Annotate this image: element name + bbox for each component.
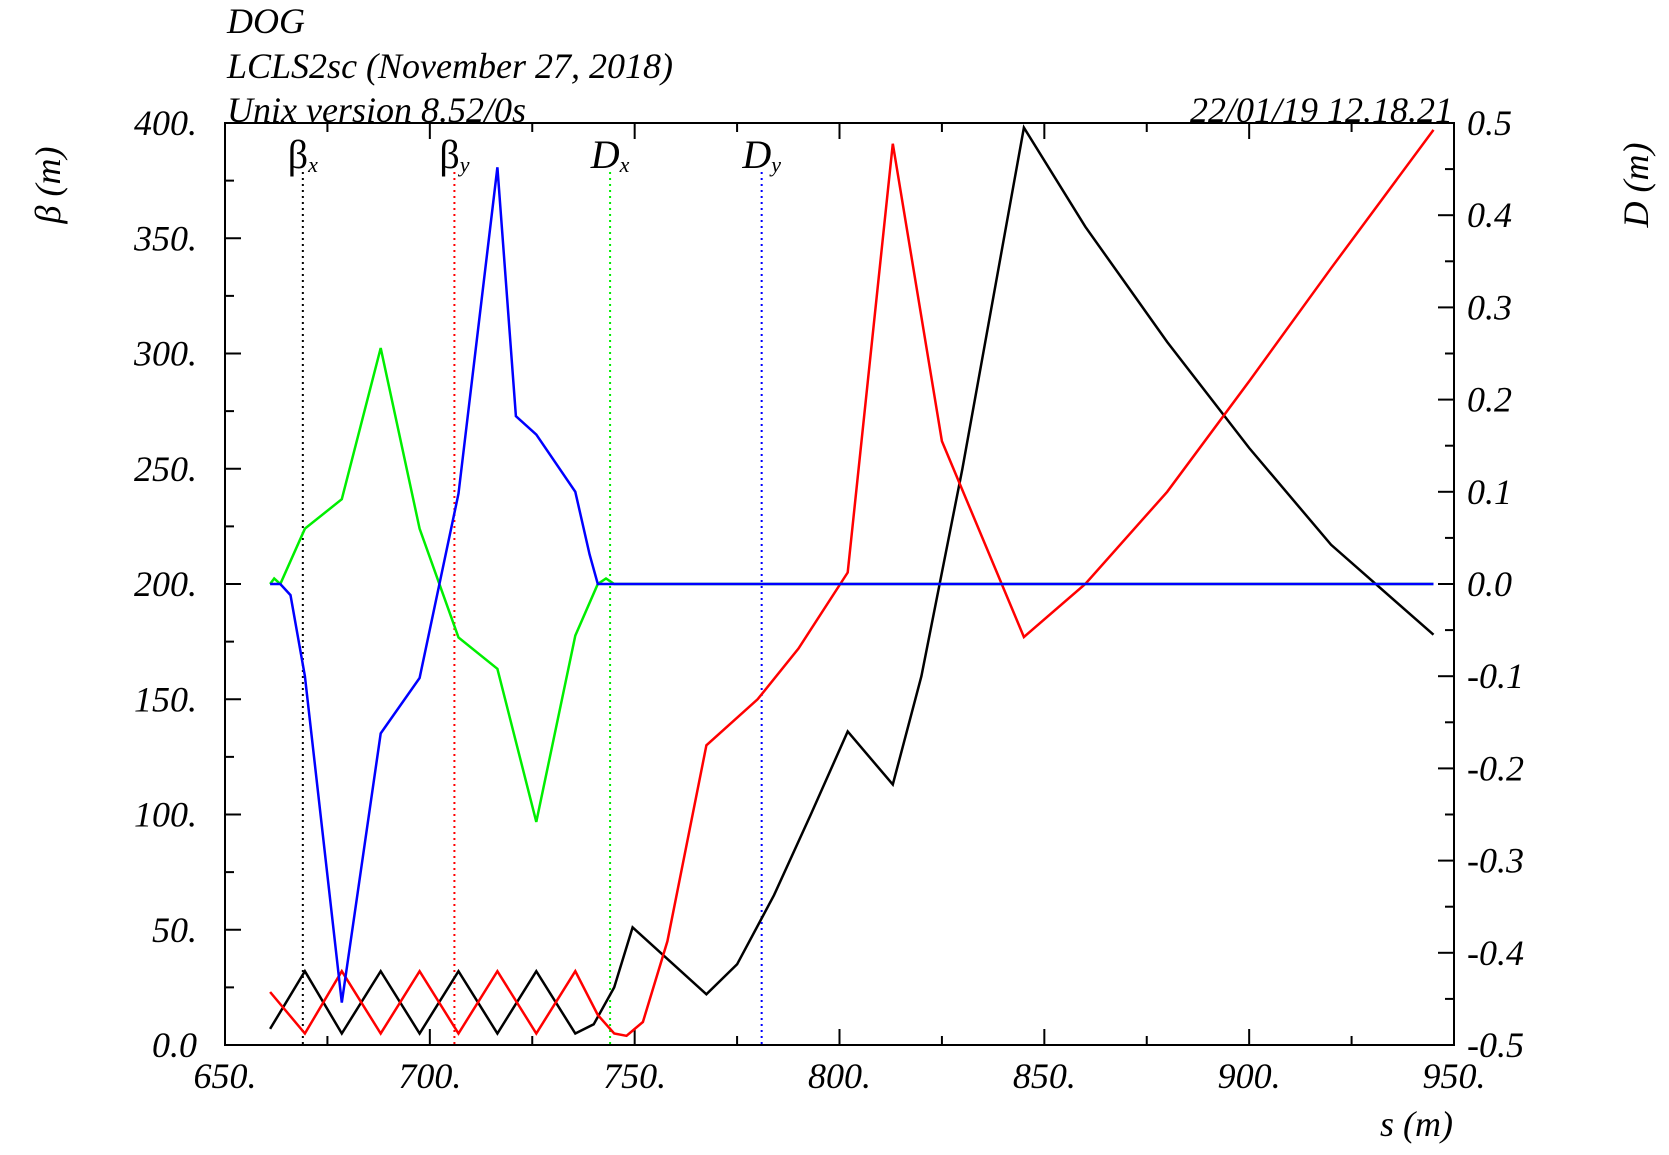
x-tick-label: 700. (398, 1056, 461, 1096)
x-tick-label: 850. (1013, 1056, 1076, 1096)
x-tick-label: 800. (808, 1056, 871, 1096)
y-right-tick-label: 0.3 (1467, 287, 1512, 327)
y-left-tick-label: 0.0 (152, 1025, 197, 1065)
y-right-tick-label: -0.1 (1467, 656, 1524, 696)
svg-text:D (m): D (m) (1616, 143, 1656, 229)
y-right-axis-label: D (m) (1616, 143, 1656, 229)
y-right-tick-label: 0.5 (1467, 103, 1512, 143)
series-dx (269, 347, 1434, 823)
x-axis-label: s (m) (1380, 1104, 1453, 1144)
y-right-tick-label: -0.2 (1467, 748, 1524, 788)
axis-ticks (224, 122, 1455, 1046)
y-left-tick-label: 250. (134, 449, 197, 489)
y-right-tick-label: 0.1 (1467, 472, 1512, 512)
series-lines (269, 124, 1435, 1038)
lattice-title: LCLS2sc (November 27, 2018) (226, 46, 673, 86)
y-right-tick-label: 0.2 (1467, 380, 1512, 420)
series-betax (269, 124, 1435, 1036)
y-right-tick-label: -0.3 (1467, 841, 1524, 881)
x-tick-label: 650. (194, 1056, 257, 1096)
y-right-tick-label: 0.0 (1467, 564, 1512, 604)
x-tick-label: 900. (1218, 1056, 1281, 1096)
y-left-tick-label: 50. (152, 910, 197, 950)
y-left-tick-label: 100. (134, 795, 197, 835)
legend-label: βx (288, 132, 318, 177)
axis-tick-labels: 650. 700. 750. 800. 850. 900. 950. 0.0 50. 100. 15… (133, 103, 1524, 1096)
legend-label: βy (439, 132, 469, 177)
y-left-tick-label: 350. (133, 218, 197, 258)
svg-text:β (m): β (m) (28, 147, 68, 225)
legend-label: Dx (590, 132, 630, 177)
x-tick-label: 750. (603, 1056, 666, 1096)
y-left-tick-label: 150. (134, 679, 197, 719)
program-name: DOG (226, 1, 305, 41)
y-left-axis-label: β (m) (28, 147, 68, 225)
y-left-tick-label: 300. (133, 334, 197, 374)
y-right-tick-label: -0.5 (1467, 1025, 1524, 1065)
legend: βx βy Dx Dy (288, 132, 781, 1045)
y-right-tick-label: -0.4 (1467, 933, 1524, 973)
legend-label: Dy (741, 132, 781, 177)
series-dy (270, 167, 1434, 1003)
y-right-tick-label: 0.4 (1467, 195, 1512, 235)
y-left-tick-label: 200. (134, 564, 197, 604)
x-tick-label: 950. (1423, 1056, 1486, 1096)
series-betay (269, 129, 1435, 1038)
y-left-tick-label: 400. (134, 103, 197, 143)
